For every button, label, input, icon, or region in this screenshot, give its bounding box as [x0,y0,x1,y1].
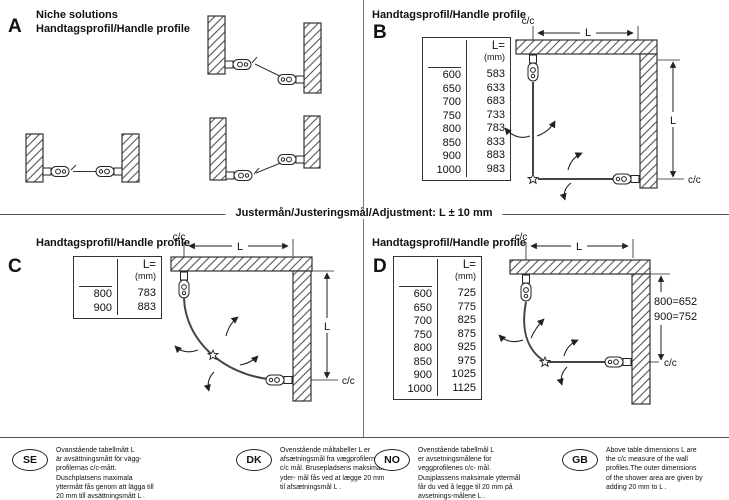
table-d-unit: (mm) [455,271,476,281]
swing-arrow [498,334,524,343]
niche-diagram-3 [209,115,321,181]
table-d-header: L= [462,259,476,271]
section-title-d: Handtagsprofil/Handle profile [372,237,527,249]
lang-badge-dk: DK [236,449,272,471]
corner-diagram-d: c/c L c/c 800=652 900=752 [498,232,716,405]
section-letter-a: A [8,16,22,37]
wall-left [209,117,227,181]
note-text-dk: Ovenstående måltabeller L er afsætningsm… [280,447,387,491]
l-label-right: L [324,321,330,333]
section-letter-b: B [373,22,387,43]
cc-label-top: c/c [173,232,186,243]
table-b-length-column: L= (mm) 583 633 683 733 783 833 883 983 [484,40,505,175]
adjustment-note: Justermån/Justeringsmål/Adjustment: L ± … [225,207,503,219]
wall-profile-icon [520,274,532,302]
wall-profile-icon [612,173,640,185]
dim-value-800: 800=652 [654,296,697,308]
table-b-width-column: 600 650 700 750 800 850 900 1000 [428,40,467,177]
swing-arrow [536,120,556,137]
section-title-c: Handtagsprofil/Handle profile [36,237,191,249]
table-c-length-column: L= (mm) 783 883 [135,259,156,313]
table-d-length-column: L= (mm) 725 775 825 875 925 975 1025 112… [451,259,476,394]
niche-diagram-1 [207,15,322,94]
dimension-table-d: 600 650 700 750 800 850 900 1000 L= (mm)… [393,256,482,400]
cc-label-bottom: c/c [664,358,677,369]
lang-badge-se: SE [12,449,48,471]
wall-profile-icon [224,59,252,70]
swing-arrow [559,182,572,201]
note-text-no: Ovenstående tabellmål L er avsetningsmål… [418,447,521,500]
swing-arrow [203,371,215,392]
wall-top [170,256,313,272]
wall-left [207,15,226,75]
note-se: SE Ovanstående tabellmått L är avsättnin… [12,446,208,500]
wall-left [25,133,44,183]
niche-diagram-2 [25,133,140,183]
table-c-unit: (mm) [135,271,156,281]
hinge-star-icon [527,173,539,184]
note-text-gb: Above table dimensions L are the c/c mea… [606,447,703,491]
table-c-header: L= [142,259,156,271]
swing-arrow [174,345,199,354]
lang-badge-gb: GB [562,449,598,471]
swing-arrow [567,152,583,171]
dimension-table-b: 600 650 700 750 800 850 900 1000 L= (mm)… [422,37,511,181]
wall-profile-icon [277,154,305,165]
swing-arrow [563,339,579,357]
section-title-b: Handtagsprofil/Handle profile [372,9,527,21]
swing-arrow [225,316,239,337]
section-letter-d: D [373,256,387,277]
table-b-unit: (mm) [484,52,505,62]
wall-right [292,270,312,402]
wall-right [303,22,322,94]
table-b-header: L= [491,40,505,52]
curved-door-panel [523,301,545,362]
wall-profile-icon [95,166,123,177]
corner-diagram-c: c/c L c/c L [170,232,355,402]
dim-value-900: 900=752 [654,311,697,323]
swing-arrow [504,127,531,138]
wall-right [631,273,651,405]
wall-profile-icon [225,170,253,181]
lang-badge-no: NO [374,449,410,471]
wall-top [515,39,658,55]
note-text-se: Ovanstående tabellmått L är avsättningsm… [56,447,154,500]
wall-profile-icon [277,74,305,85]
wall-profile-icon [42,166,70,177]
section-letter-c: C [8,256,22,277]
swing-arrow [239,355,259,366]
l-label-top: L [585,27,591,39]
note-dk: DK Ovenstående måltabeller L er afsætnin… [236,446,408,492]
swing-arrow [530,318,545,339]
bottom-horizontal-divider [0,437,729,438]
wall-profile-icon [265,374,293,386]
wall-profile-icon [604,356,632,368]
table-c-width-column: 800 900 [79,259,118,315]
curved-door-panel [183,297,284,381]
dimension-table-c: 800 900 L= (mm) 783 883 [73,256,162,319]
note-gb: GB Above table dimensions L are the c/c … [562,446,729,492]
wall-top [509,259,651,275]
note-no: NO Ovenstående tabellmål L er avsetnings… [374,446,558,500]
wall-profile-icon [178,271,190,299]
l-label-right: L [670,115,676,127]
swing-arrow [556,366,568,386]
wall-profile-icon [527,54,539,82]
table-d-width-column: 600 650 700 750 800 850 900 1000 [399,259,438,396]
l-label-top: L [576,241,582,253]
section-title-a: Niche solutions Handtagsprofil/Handle pr… [36,9,191,35]
l-label-top: L [237,241,243,253]
cc-label-top: c/c [522,16,535,27]
wall-right [121,133,140,183]
wall-right [303,115,321,169]
cc-label-top: c/c [515,232,528,243]
cc-label-bottom: c/c [688,175,701,186]
cc-label-bottom: c/c [342,376,355,387]
corner-diagram-b: c/c L c/c L [504,16,701,201]
wall-right [639,53,658,189]
